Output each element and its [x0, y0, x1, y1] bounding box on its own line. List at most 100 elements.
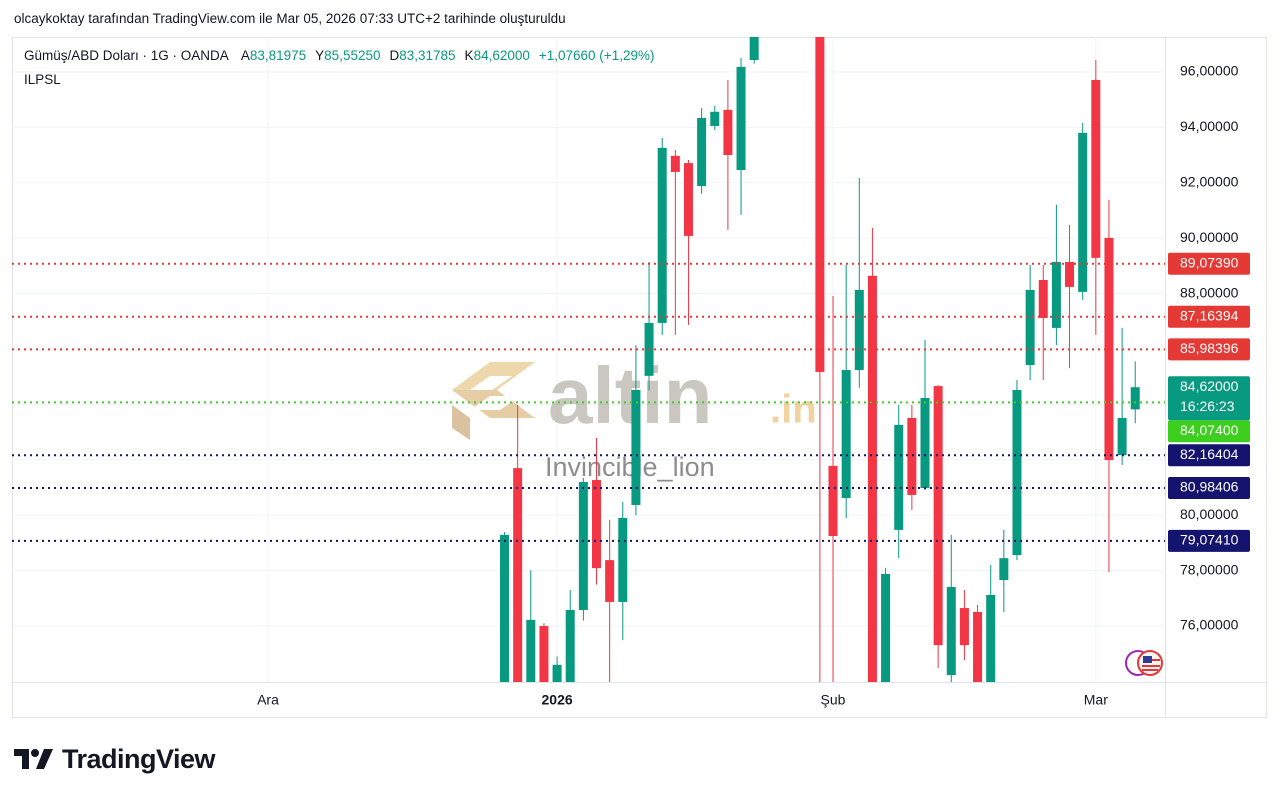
candle-body	[1038, 279, 1048, 318]
level-label-box	[1168, 476, 1250, 499]
ohlc-value: 83,31785	[399, 48, 456, 63]
candle-body	[1091, 79, 1101, 258]
ohlc-value: 83,81975	[249, 48, 307, 63]
candle-body	[986, 595, 996, 682]
level-label-box	[1168, 338, 1250, 361]
level-label-box	[1168, 444, 1250, 467]
y-tick-label: 94,00000	[1180, 118, 1239, 134]
watermark-logo	[470, 376, 512, 390]
candle-body	[1078, 132, 1088, 292]
candle-body	[973, 611, 983, 682]
candle-body	[618, 517, 628, 602]
candle-body	[526, 619, 536, 682]
ohlc-value: 85,55250	[324, 48, 381, 63]
ohlc-key: D	[389, 48, 400, 63]
candle-body	[749, 37, 759, 60]
candle-body	[723, 109, 733, 156]
watermark: altin .in	[452, 351, 817, 440]
level-label: 85,98396	[1180, 340, 1239, 356]
candle-body	[933, 386, 943, 646]
symbol: Gümüş/ABD Doları · 1G · OANDA	[24, 48, 229, 63]
watermark-author: Invincible_lion	[545, 452, 715, 482]
candle-body	[841, 370, 851, 499]
last-price-box	[1168, 376, 1250, 421]
candle-body	[592, 480, 601, 569]
last-price-label: 84,62000	[1180, 378, 1239, 394]
candle-body	[1012, 389, 1022, 556]
event-icon	[1143, 656, 1152, 663]
candle-body	[605, 560, 615, 602]
watermark-logo	[470, 396, 520, 410]
y-tick-label: 80,00000	[1180, 506, 1239, 522]
footer: TradingView	[14, 742, 216, 776]
candle-body	[500, 534, 510, 682]
change: +1,07660 (+1,29%)	[538, 48, 655, 63]
legend-header: Gümüş/ABD Doları · 1G · OANDA A83,81975 Y…	[24, 48, 654, 63]
candle-body	[920, 398, 930, 489]
candle-body	[946, 586, 956, 676]
candle-body	[736, 66, 746, 170]
candle-body	[670, 155, 680, 172]
caption: olcaykoktay tarafından TradingView.com i…	[14, 11, 566, 26]
candle-body	[1130, 387, 1140, 410]
candle-body	[1117, 417, 1127, 456]
x-tick-label: Mar	[1084, 692, 1108, 708]
candle-body	[552, 664, 562, 682]
candle-body	[710, 111, 720, 126]
level-label-box	[1168, 305, 1250, 328]
chart-frame	[12, 37, 1267, 718]
level-label-box	[1168, 529, 1250, 552]
ohlc-key: A	[240, 48, 250, 63]
level-label-box	[1168, 420, 1250, 443]
levels: 89,07390 87,16394 85,98396 84,07400 82,16404…	[12, 252, 1250, 552]
candle-body	[578, 481, 588, 610]
candle-body	[854, 289, 864, 371]
candle-body	[815, 37, 825, 372]
candle-body	[565, 609, 575, 682]
watermark-brand: altin	[548, 351, 712, 440]
watermark-logo	[452, 405, 470, 440]
brand-logo	[14, 749, 53, 769]
level-label: 89,07390	[1180, 255, 1239, 271]
y-tick-label: 96,00000	[1180, 63, 1239, 79]
candle-body	[1104, 237, 1114, 461]
candle-body	[697, 117, 707, 187]
candle-body	[539, 626, 549, 682]
candle-body	[657, 147, 667, 323]
candle-body	[1065, 261, 1075, 287]
countdown: 16:26:23	[1180, 398, 1235, 414]
ohlc-key: Y	[315, 48, 325, 63]
candles	[500, 37, 1140, 682]
candle-body	[999, 558, 1009, 581]
y-tick-label: 88,00000	[1180, 284, 1239, 300]
candle-body	[828, 465, 838, 536]
candle-body	[959, 608, 969, 646]
candle-body	[1025, 289, 1035, 366]
candle-body	[513, 468, 523, 682]
candle-body	[1051, 261, 1061, 328]
x-tick-label: 2026	[542, 692, 573, 708]
y-tick-label: 78,00000	[1180, 561, 1239, 577]
x-tick-label: Şub	[821, 692, 846, 708]
candle-body	[683, 163, 693, 236]
level-label-box	[1168, 252, 1250, 275]
x-tick-label: Ara	[257, 692, 279, 708]
watermark-logo	[452, 390, 535, 418]
brand-name: TradingView	[62, 743, 216, 774]
y-tick-label: 92,00000	[1180, 173, 1239, 189]
candle-body	[907, 417, 917, 495]
watermark-tld: .in	[770, 388, 817, 432]
y-tick-label: 76,00000	[1180, 617, 1239, 633]
candle-body	[881, 573, 891, 682]
ohlc-key: K	[464, 48, 474, 63]
candle-body	[867, 275, 877, 682]
y-tick-label: 90,00000	[1180, 229, 1239, 245]
level-label: 79,07410	[1180, 532, 1239, 548]
level-label: 84,07400	[1180, 422, 1239, 438]
events-icon	[1125, 650, 1163, 676]
level-label: 87,16394	[1180, 307, 1239, 323]
level-label: 82,16404	[1180, 446, 1239, 462]
indicator-name: ILPSL	[24, 72, 61, 87]
